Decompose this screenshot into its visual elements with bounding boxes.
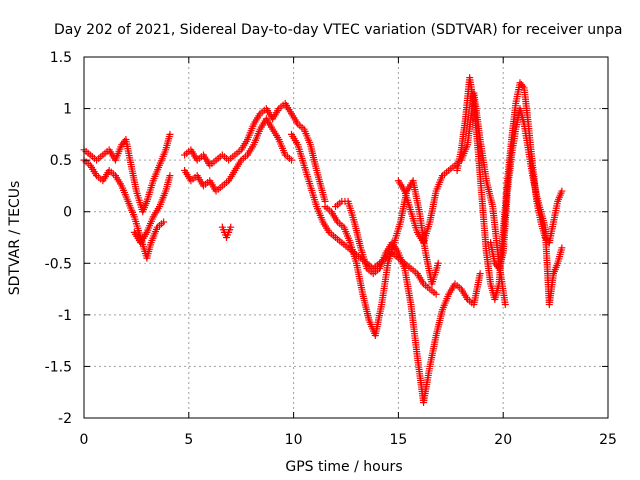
data-point [501,301,509,309]
data-point [166,172,174,180]
data-point [476,270,484,278]
data-points [80,74,566,407]
y-tick-label: -1 [58,308,72,324]
x-tick-label: 20 [494,432,512,448]
x-axis-label: GPS time / hours [285,459,402,475]
data-point [160,218,168,226]
plot-border [83,56,609,419]
x-tick-label: 10 [285,432,303,448]
data-point [166,130,174,138]
x-tick-label: 15 [389,432,407,448]
data-point [519,82,527,90]
y-tick-label: 1.5 [50,50,72,66]
y-axis-label: SDTVAR / TECUs [7,181,23,296]
y-tick-label: -0.5 [45,256,72,272]
y-tick-label: -2 [58,411,72,427]
y-tick-label: 0.5 [50,153,72,169]
data-point [434,259,442,267]
y-tick-label: 0 [63,205,72,221]
x-tick-label: 5 [184,432,193,448]
data-point [227,223,235,231]
data-point [432,290,440,298]
y-tick-label: -1.5 [45,359,72,375]
data-point [288,156,296,164]
x-tick-label: 0 [80,432,89,448]
y-tick-label: 1 [63,102,72,118]
axes: 0 5 10 15 20 25 -2 -1.5 -1 -0.5 0 0.5 1 1.5 [45,50,617,448]
data-point [558,244,566,252]
chart-title: Day 202 of 2021, Sidereal Day-to-day VTE… [54,22,622,38]
data-point [558,187,566,195]
grid-lines [84,57,608,418]
x-tick-label: 25 [599,432,617,448]
